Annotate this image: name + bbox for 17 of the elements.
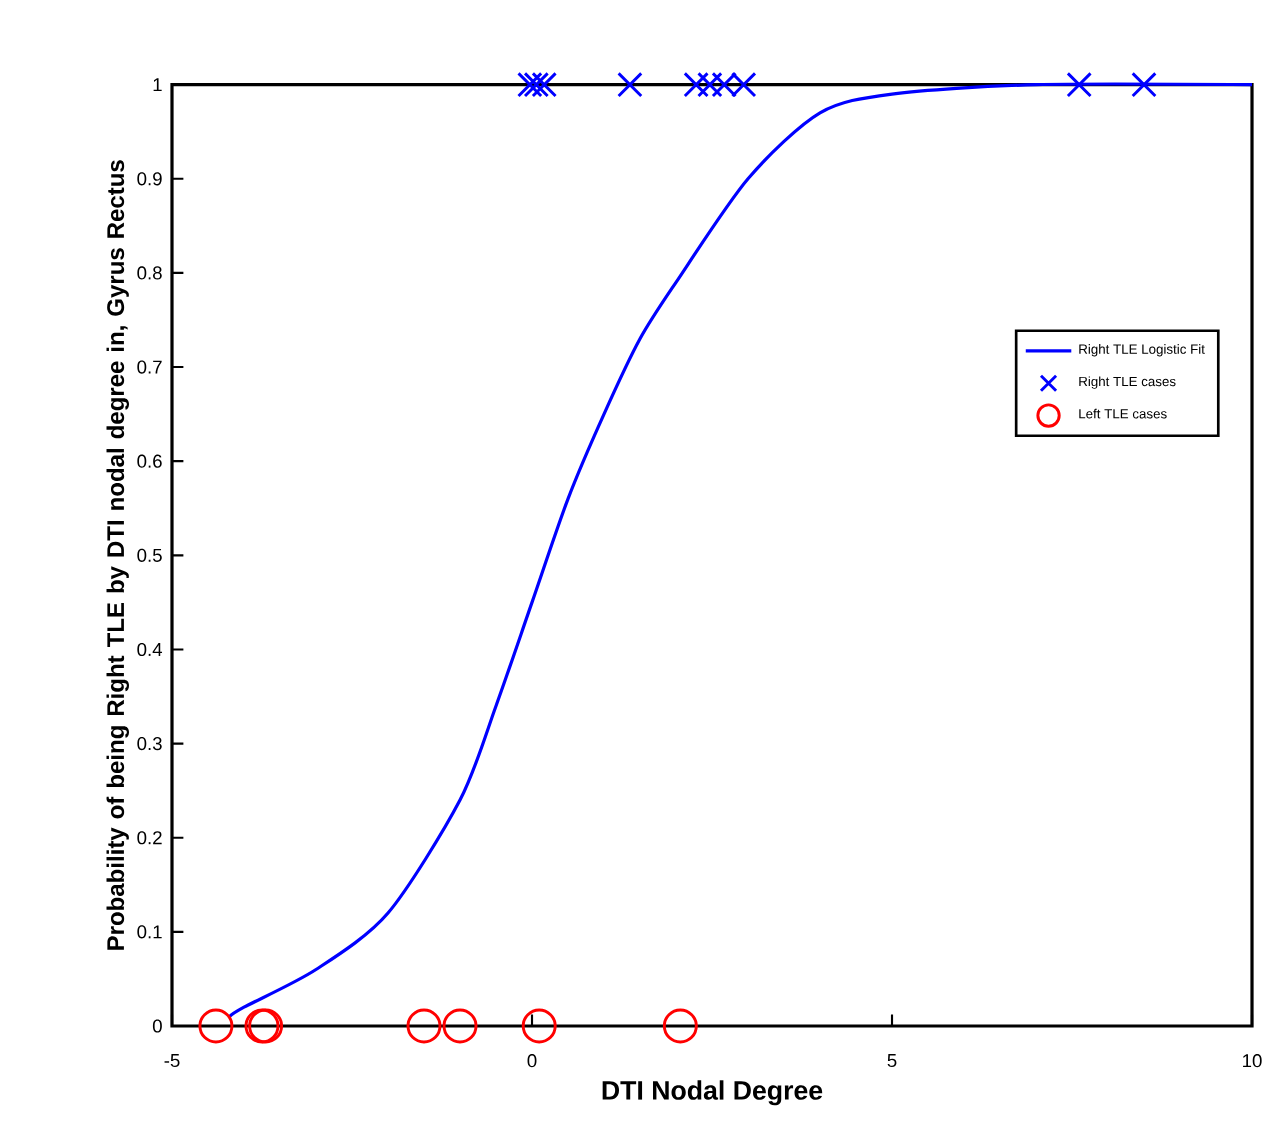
x-tick-label: 0: [527, 1054, 537, 1068]
x-tick-label: -5: [164, 1054, 180, 1068]
y-axis-title: Probability of being Right TLE by DTI nodal degree in, Gyrus Rectus: [106, 160, 130, 950]
y-tick-label: 0.7: [137, 360, 162, 374]
y-tick-label: 0: [152, 1019, 162, 1033]
y-tick-label: 0.4: [137, 642, 163, 657]
x-tick-label: 10: [1243, 1054, 1262, 1068]
y-tick-label: 0.2: [137, 831, 162, 845]
x-axis-title: DTI Nodal Degree: [602, 1080, 823, 1106]
y-tick-label: 0.3: [137, 737, 162, 751]
x-tick-label: 5: [887, 1054, 897, 1068]
y-tick-label: 0.9: [137, 172, 162, 186]
y-tick-label: 0.1: [137, 925, 162, 939]
y-tick-label: 0.5: [137, 548, 162, 562]
y-tick-label: 1: [153, 78, 162, 92]
y-tick-label: 0.8: [137, 266, 162, 280]
y-tick-label: 0.6: [137, 454, 162, 468]
